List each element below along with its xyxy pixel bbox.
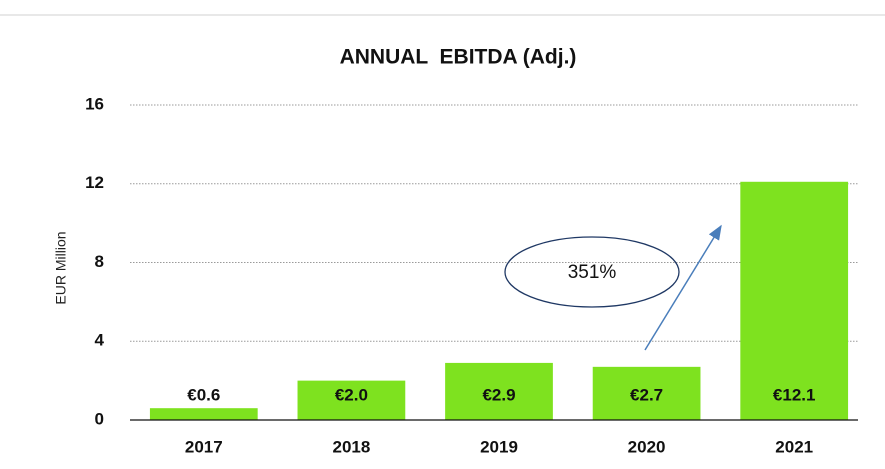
annotation-text: 351% — [568, 262, 617, 283]
y-tick-label: 12 — [85, 173, 104, 192]
bar — [445, 362, 553, 420]
bar — [592, 366, 701, 420]
value-label: €0.6 — [187, 385, 220, 404]
x-tick-label: 2019 — [480, 437, 518, 456]
y-axis-label: EUR Million — [53, 231, 69, 304]
y-tick-label: 4 — [95, 331, 105, 350]
bar — [149, 408, 258, 420]
bar — [740, 181, 849, 420]
x-tick-label: 2017 — [185, 437, 223, 456]
y-tick-label: 8 — [95, 252, 104, 271]
chart-title: ANNUAL EBITDA (Adj.) — [340, 46, 577, 69]
y-tick-label: 0 — [95, 409, 104, 428]
bar — [297, 380, 406, 420]
x-tick-label: 2021 — [775, 437, 813, 456]
y-tick-label: 16 — [85, 94, 104, 113]
x-tick-label: 2020 — [628, 437, 666, 456]
annotation-ellipse — [504, 236, 680, 308]
value-label: €2.7 — [630, 385, 663, 404]
value-label: €12.1 — [773, 385, 816, 404]
value-label: €2.0 — [335, 385, 368, 404]
x-tick-label: 2018 — [332, 437, 370, 456]
annotation-arrow — [644, 224, 722, 351]
value-label: €2.9 — [482, 385, 515, 404]
bars — [149, 181, 849, 420]
